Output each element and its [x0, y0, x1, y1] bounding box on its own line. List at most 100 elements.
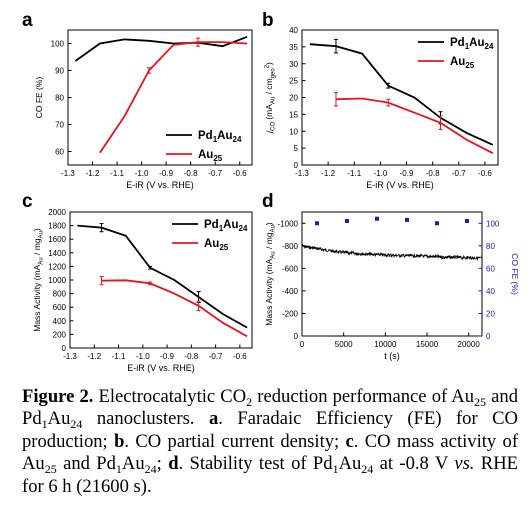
x-tick-label: -0.6: [478, 169, 492, 178]
y-tick-label: 25: [289, 77, 298, 86]
y2-axis-label: CO FE (%): [510, 253, 520, 295]
x-tick-label: 0: [300, 340, 305, 349]
plot-frame: [301, 211, 483, 337]
x-tick-label: -1.3: [295, 169, 309, 178]
y-tick-label: 20: [289, 94, 298, 103]
series-line-au25: [335, 97, 494, 155]
x-tick-label: -0.9: [400, 169, 414, 178]
co-fe-point: [345, 219, 349, 224]
series-line-au25: [101, 279, 248, 338]
x-tick-label: -0.6: [233, 352, 247, 361]
x-axis-label: E-iR (V vs. RHE): [366, 180, 434, 190]
x-tick-label: -1.2: [321, 169, 335, 178]
x-tick-label: -1.0: [374, 169, 388, 178]
plot-frame: [69, 211, 253, 349]
panel-d-chart: 0 5000 10000 15000 20000 0 -200 -400 -600 -800 -10…: [264, 211, 520, 361]
x-tick-label: -0.6: [233, 169, 247, 178]
y-tick-label: 100: [51, 40, 65, 49]
panel-label-b: b: [262, 10, 274, 31]
co-fe-point: [465, 219, 469, 224]
x-tick-label: -0.8: [184, 169, 198, 178]
y-tick-label: 1400: [48, 249, 66, 258]
x-axis-label: E-iR (V vs. RHE): [126, 180, 194, 190]
y-tick-label: 10: [289, 127, 298, 136]
y2-tick-label: 40: [486, 287, 495, 296]
series-line-au25: [99, 41, 248, 154]
y-tick-label: 1000: [48, 276, 66, 285]
y-tick-label: 90: [55, 67, 64, 76]
y-tick-label: 400: [53, 317, 67, 326]
legend-label-au25: Au25: [450, 56, 475, 70]
x-tick-label: -0.9: [159, 169, 173, 178]
y-axis-label: Mass Activity (mAAu / mgAu): [264, 222, 277, 326]
y2-tick-label: 80: [486, 242, 495, 251]
y-tick-label: 60: [55, 148, 64, 157]
x-tick-label: 5000: [335, 340, 353, 349]
y-tick-label: 600: [53, 303, 67, 312]
figure-caption: Figure 2. Electrocatalytic CO2 reduction…: [22, 386, 519, 497]
co-fe-point: [315, 221, 319, 226]
y-tick-label: 1800: [48, 222, 66, 231]
x-tick-label: -1.0: [135, 169, 149, 178]
y2-tick-label: 20: [486, 309, 495, 318]
x-tick-label: -1.3: [61, 169, 75, 178]
y-tick-label: -600: [282, 264, 299, 273]
x-tick-label: 10000: [374, 340, 397, 349]
y-tick-label: 800: [53, 290, 67, 299]
panel-label-a: a: [22, 10, 33, 31]
y-tick-label: 5: [294, 144, 299, 153]
panel-b-chart: -1.3 -1.2 -1.1 -1.0 -0.9 -0.8 -0.7 -0.6 0 5 10 15 20…: [264, 26, 499, 190]
y-tick-label: 40: [289, 26, 298, 35]
y-tick-label: 70: [55, 121, 64, 130]
x-tick-label: -1.3: [63, 352, 77, 361]
x-tick-label: -1.0: [136, 352, 150, 361]
caption-figure-label: Figure 2.: [22, 386, 94, 407]
panel-label-c: c: [22, 191, 33, 212]
legend-label-au25: Au25: [198, 149, 223, 163]
x-tick-label: -0.8: [184, 352, 198, 361]
panel-label-d: d: [262, 191, 274, 212]
plot-frame: [67, 29, 253, 166]
x-tick-label: -0.8: [426, 169, 440, 178]
y-tick-label: 80: [55, 94, 64, 103]
y-tick-label: 1600: [48, 235, 66, 244]
series-line-pd1au24: [74, 35, 248, 62]
y-tick-label: 35: [289, 43, 298, 52]
x-tick-label: -1.2: [86, 169, 100, 178]
y-tick-label: -400: [282, 287, 299, 296]
co-fe-point: [375, 216, 379, 221]
legend-label-au25: Au25: [204, 238, 229, 252]
series-line-pd1au24: [309, 43, 494, 146]
y-tick-label: -1000: [278, 219, 299, 228]
x-tick-label: -0.7: [208, 169, 222, 178]
x-axis-label: E-iR (V vs. RHE): [127, 363, 195, 373]
y-tick-label: 15: [289, 110, 298, 119]
panel-c-chart: -1.3 -1.2 -1.1 -1.0 -0.9 -0.8 -0.7 -0.6 0 200 400 6…: [32, 208, 253, 373]
y-axis-label: CO FE (%): [34, 77, 44, 119]
legend-label-pd1au24: Pd1Au24: [450, 37, 494, 51]
x-tick-label: -1.2: [87, 352, 101, 361]
y-tick-label: 200: [53, 330, 67, 339]
x-tick-label: -1.1: [347, 169, 361, 178]
figure-panels: a b c d -1.3 -1.2 -1.1 -1.0 -0.9 -0.8 -0.7 -0.6…: [22, 10, 520, 373]
series-line-pd1au24: [77, 224, 248, 329]
x-tick-label: -1.1: [110, 169, 124, 178]
panel-a-chart: -1.3 -1.2 -1.1 -1.0 -0.9 -0.8 -0.7 -0.6 60 70 80 90…: [34, 29, 253, 190]
x-tick-label: -0.9: [160, 352, 174, 361]
y-tick-label: 2000: [48, 208, 66, 217]
x-tick-label: -0.7: [209, 352, 223, 361]
legend-label-pd1au24: Pd1Au24: [198, 130, 242, 144]
y2-tick-label: 60: [486, 264, 495, 273]
co-fe-point: [405, 217, 409, 222]
y2-tick-label: 0: [486, 332, 491, 341]
y-tick-label: -200: [282, 309, 299, 318]
x-axis-label: t (s): [384, 351, 400, 361]
legend-label-pd1au24: Pd1Au24: [204, 219, 248, 233]
y-axis-label: jCO (mAAu / cmgeo2): [264, 62, 277, 134]
x-tick-label: -0.7: [452, 169, 466, 178]
y-tick-label: 0: [294, 332, 299, 341]
y-tick-label: 1200: [48, 262, 66, 271]
x-tick-label: 15000: [416, 340, 439, 349]
y-tick-label: -800: [282, 242, 299, 251]
y2-tick-label: 100: [486, 219, 500, 228]
